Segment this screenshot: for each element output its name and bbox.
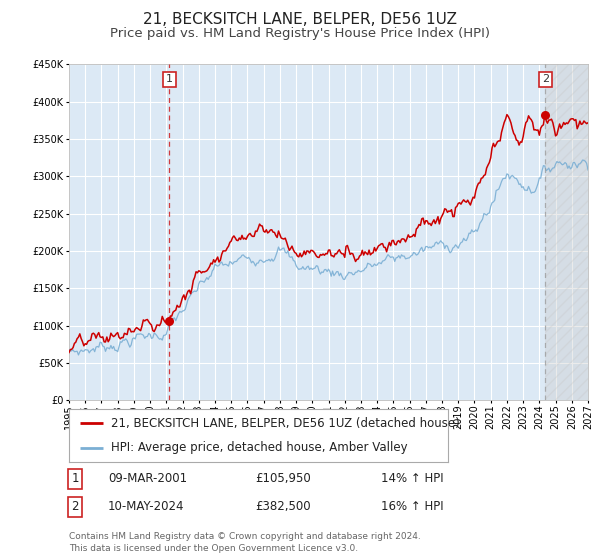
Text: 10-MAY-2024: 10-MAY-2024: [108, 500, 185, 514]
Text: 21, BECKSITCH LANE, BELPER, DE56 1UZ (detached house): 21, BECKSITCH LANE, BELPER, DE56 1UZ (de…: [110, 417, 460, 430]
Text: 14% ↑ HPI: 14% ↑ HPI: [381, 472, 443, 486]
Text: 2: 2: [542, 74, 549, 85]
Text: 09-MAR-2001: 09-MAR-2001: [108, 472, 187, 486]
Text: 21, BECKSITCH LANE, BELPER, DE56 1UZ: 21, BECKSITCH LANE, BELPER, DE56 1UZ: [143, 12, 457, 27]
Bar: [545, 64, 588, 400]
Text: Price paid vs. HM Land Registry's House Price Index (HPI): Price paid vs. HM Land Registry's House …: [110, 27, 490, 40]
Text: 1: 1: [71, 472, 79, 486]
Text: 2: 2: [71, 500, 79, 514]
Text: £105,950: £105,950: [255, 472, 311, 486]
Text: 1: 1: [166, 74, 173, 85]
Text: 16% ↑ HPI: 16% ↑ HPI: [381, 500, 443, 514]
Text: £382,500: £382,500: [255, 500, 311, 514]
Text: HPI: Average price, detached house, Amber Valley: HPI: Average price, detached house, Ambe…: [110, 441, 407, 454]
Text: Contains HM Land Registry data © Crown copyright and database right 2024.
This d: Contains HM Land Registry data © Crown c…: [69, 532, 421, 553]
